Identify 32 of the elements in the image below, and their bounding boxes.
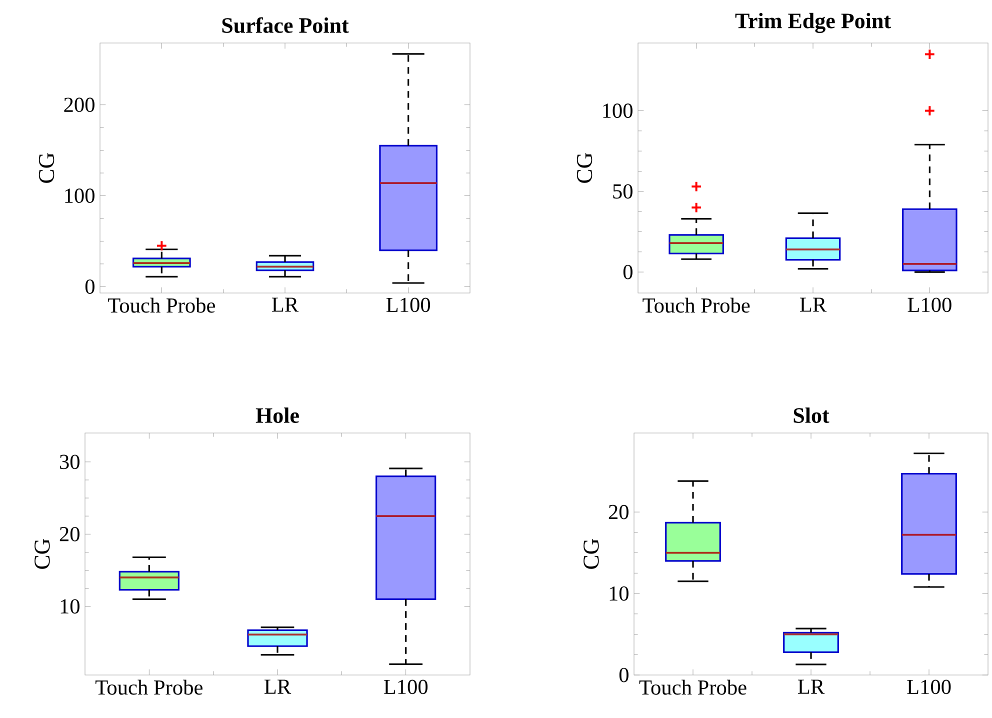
y-axis-title: CG	[584, 538, 599, 569]
x-tick-label: LR	[800, 298, 827, 312]
y-tick-label: 20	[608, 504, 628, 520]
x-tick-label: Touch Probe	[95, 680, 202, 695]
y-tick-label: 20	[60, 526, 80, 542]
x-tick-label: Touch Probe	[108, 298, 215, 313]
x-tick-label: Touch Probe	[642, 298, 750, 313]
y-axis-title: CG	[576, 152, 592, 183]
y-axis-title: CG	[38, 152, 54, 183]
x-tick-label: LR	[798, 680, 825, 694]
y-tick-label: 0	[623, 264, 632, 280]
x-tick-label: Touch Probe	[639, 680, 746, 695]
x-tick-label: LR	[264, 680, 292, 694]
chart-title: Trim Edge Point	[735, 12, 891, 33]
y-tick-label: 50	[613, 184, 632, 199]
y-tick-label: 10	[60, 599, 80, 614]
y-tick-label: 30	[60, 454, 80, 470]
y-tick-label: 10	[610, 586, 628, 601]
x-tick-label: L100	[907, 680, 951, 694]
y-tick-label: 0	[619, 668, 628, 682]
x-tick-label: LR	[272, 298, 299, 312]
x-tick-label: L100	[908, 298, 952, 312]
x-tick-label: L100	[384, 680, 428, 694]
y-tick-label: 200	[64, 98, 94, 112]
chart-title: Hole	[256, 407, 299, 423]
y-tick-label: 0	[85, 279, 94, 294]
x-tick-label: L100	[386, 298, 430, 312]
y-axis-title: CG	[34, 538, 50, 569]
y-tick-label: 100	[603, 104, 632, 118]
chart-title: Surface Point	[222, 17, 349, 33]
y-tick-label: 100	[65, 188, 94, 203]
chart-title: Slot	[794, 407, 830, 423]
